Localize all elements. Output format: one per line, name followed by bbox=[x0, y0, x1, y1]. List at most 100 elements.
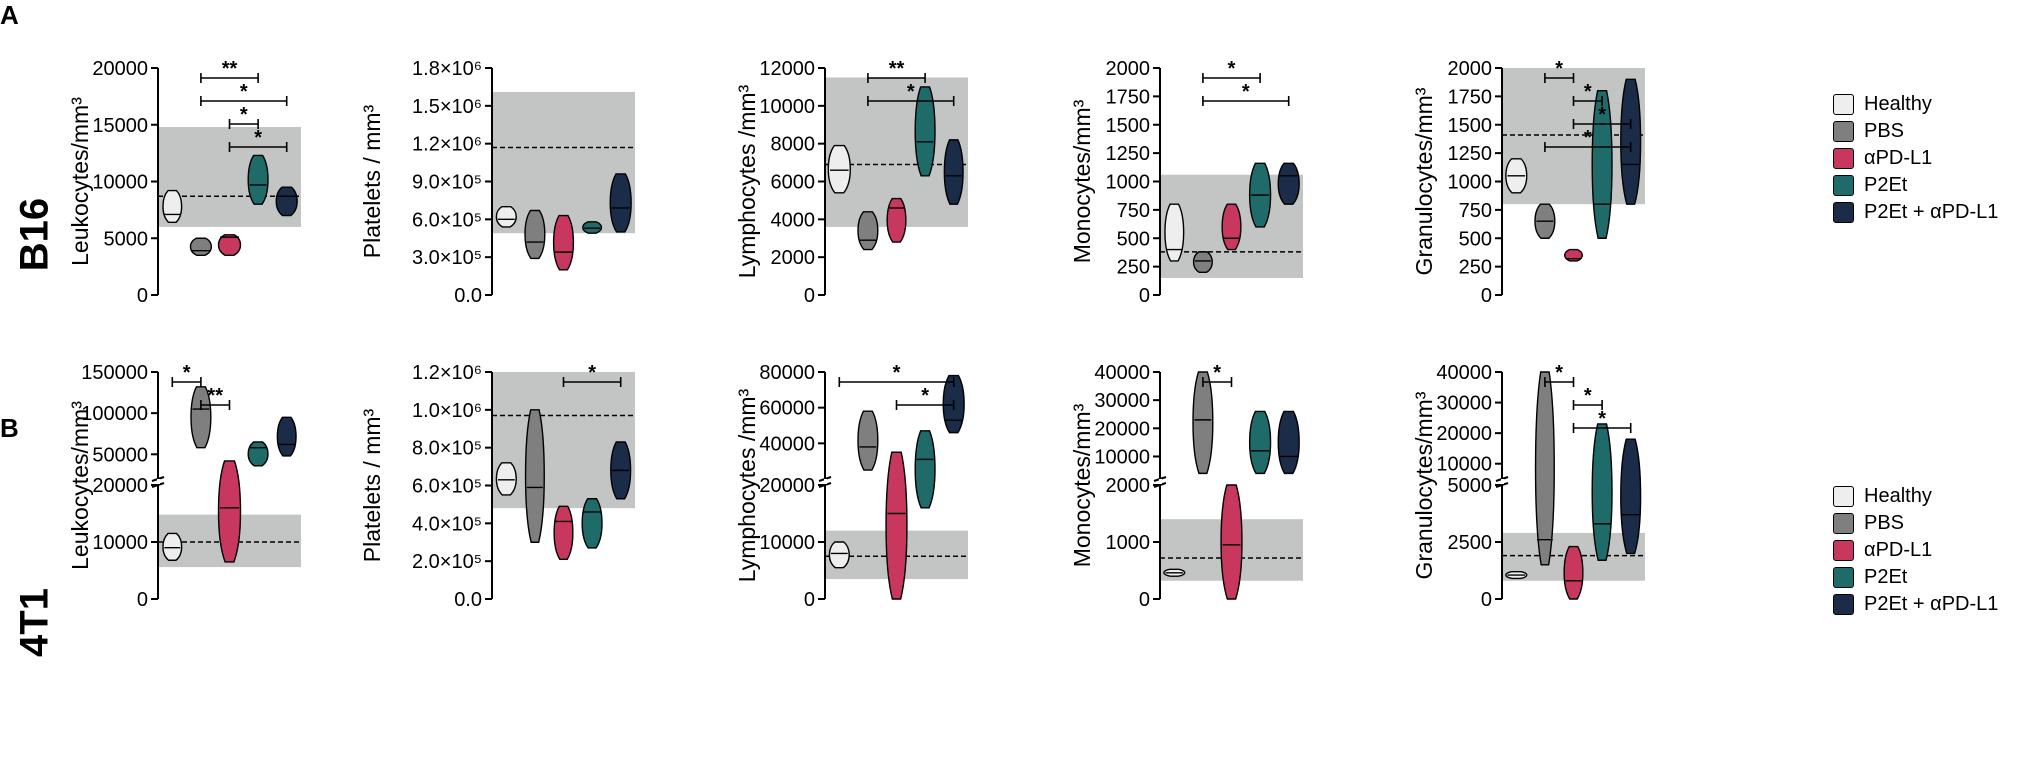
violin-4 bbox=[943, 139, 964, 205]
legend-label: αPD-L1 bbox=[1864, 539, 1933, 561]
y-tick-label: 100000 bbox=[81, 403, 148, 425]
y-tick-label: 1.5×10⁶ bbox=[412, 96, 482, 118]
violin-4 bbox=[1620, 438, 1642, 555]
legend-item-4: P2Et + αPD-L1 bbox=[1833, 591, 1998, 618]
legend-item-0: Healthy bbox=[1833, 483, 1998, 510]
violin-2 bbox=[886, 197, 907, 243]
violin-0 bbox=[827, 144, 852, 194]
y-axis-label: Monocytes/mm³ bbox=[1069, 99, 1095, 263]
legend-swatch bbox=[1833, 567, 1854, 588]
y-tick-label: 750 bbox=[1117, 200, 1150, 222]
y-tick-label: 30000 bbox=[1094, 390, 1150, 412]
violin-1 bbox=[857, 211, 879, 251]
violin-0 bbox=[162, 532, 183, 561]
significance-label: * bbox=[1598, 104, 1606, 126]
violin-3 bbox=[247, 154, 269, 205]
violin-4 bbox=[1277, 162, 1300, 205]
y-axis-label: Granulocytes/mm³ bbox=[1411, 391, 1437, 579]
y-tick-label: 250 bbox=[1459, 257, 1492, 279]
significance-label: * bbox=[240, 81, 248, 103]
significance-label: * bbox=[1584, 127, 1592, 149]
y-tick-label: 500 bbox=[1117, 228, 1150, 250]
y-tick-label: 40000 bbox=[1436, 362, 1492, 384]
y-tick-label: 6.0×10⁵ bbox=[412, 209, 482, 231]
y-tick-label: 9.0×10⁵ bbox=[412, 172, 482, 194]
significance-label: ** bbox=[207, 385, 223, 407]
y-axis-label: Lymphocytes /mm³ bbox=[734, 388, 760, 582]
chart-2: 0 2000 4000 6000 8000 10000 12000 Lymphocytes /… bbox=[734, 58, 968, 307]
legend-item-1: PBS bbox=[1833, 510, 1998, 537]
legend-swatch bbox=[1833, 202, 1854, 223]
legend-swatch bbox=[1833, 540, 1854, 561]
violin-2 bbox=[1221, 203, 1242, 251]
significance-label: * bbox=[254, 127, 262, 149]
y-tick-label: 2000 bbox=[1106, 475, 1151, 497]
legend-label: P2Et bbox=[1864, 174, 1908, 196]
y-tick-label: 4000 bbox=[771, 209, 816, 231]
y-tick-label: 1.8×10⁶ bbox=[412, 58, 482, 80]
violin-2 bbox=[885, 451, 908, 600]
violin-0 bbox=[828, 541, 850, 569]
legend-label: Healthy bbox=[1864, 93, 1932, 115]
violin-1 bbox=[189, 237, 213, 256]
legend-label: αPD-L1 bbox=[1864, 147, 1933, 169]
violin-4 bbox=[609, 173, 632, 233]
y-tick-label: 0 bbox=[1139, 285, 1150, 307]
y-tick-label: 4.0×10⁵ bbox=[412, 513, 482, 535]
y-tick-label: 2000 bbox=[1106, 58, 1151, 80]
legend-swatch bbox=[1833, 594, 1854, 615]
y-tick-label: 0 bbox=[1481, 285, 1492, 307]
y-tick-label: 8.0×10⁵ bbox=[412, 438, 482, 460]
violin-4 bbox=[275, 186, 298, 217]
y-tick-label: 10000 bbox=[759, 532, 815, 554]
chart-3: 0 250 500 750 1000 1250 1500 1750 2000 Monocytes/… bbox=[1069, 58, 1303, 307]
violin-2 bbox=[1563, 545, 1584, 600]
significance-label: * bbox=[1584, 385, 1592, 407]
legend-item-2: αPD-L1 bbox=[1833, 537, 1998, 564]
y-tick-label: 10000 bbox=[92, 172, 148, 194]
y-tick-label: 1750 bbox=[1448, 86, 1493, 108]
y-axis-label: Lymphocytes /mm³ bbox=[734, 84, 760, 278]
y-tick-label: 750 bbox=[1459, 200, 1492, 222]
y-axis-label: Monocytes/mm³ bbox=[1069, 403, 1095, 567]
violin-0 bbox=[495, 462, 517, 496]
axis-break-gap bbox=[1159, 479, 1162, 484]
axis-break-gap bbox=[157, 479, 160, 484]
y-tick-label: 2000 bbox=[771, 247, 816, 269]
y-tick-label: 5000 bbox=[1448, 475, 1493, 497]
chart-8: 0 1000 2000 10000 20000 30000 40000 Monocytes/m… bbox=[1069, 362, 1303, 611]
y-tick-label: 6000 bbox=[771, 172, 816, 194]
y-tick-label: 10000 bbox=[759, 96, 815, 118]
legend-item-1: PBS bbox=[1833, 118, 1998, 145]
y-tick-label: 1500 bbox=[1448, 115, 1493, 137]
significance-label: * bbox=[1555, 58, 1563, 80]
significance-label: * bbox=[1555, 362, 1563, 384]
y-tick-label: 0 bbox=[804, 589, 815, 611]
violin-1 bbox=[857, 410, 879, 471]
y-tick-label: 20000 bbox=[1094, 418, 1150, 440]
violin-4 bbox=[1620, 78, 1642, 205]
violin-1 bbox=[1534, 371, 1555, 566]
y-tick-label: 40000 bbox=[1094, 362, 1150, 384]
y-tick-label: 3.0×10⁵ bbox=[412, 247, 482, 269]
significance-label: * bbox=[588, 362, 596, 384]
y-tick-label: 50000 bbox=[92, 444, 148, 466]
y-tick-label: 5000 bbox=[104, 228, 149, 250]
legend-item-4: P2Et + αPD-L1 bbox=[1833, 199, 1998, 226]
legend-swatch bbox=[1833, 513, 1854, 534]
y-tick-label: 12000 bbox=[759, 58, 815, 80]
y-tick-label: 0 bbox=[137, 285, 148, 307]
y-tick-label: 2500 bbox=[1448, 532, 1493, 554]
violin-3 bbox=[581, 498, 603, 549]
y-tick-label: 10000 bbox=[92, 532, 148, 554]
violin-1 bbox=[190, 386, 212, 449]
y-tick-label: 0 bbox=[1481, 589, 1492, 611]
significance-label: ** bbox=[889, 58, 905, 80]
violin-3 bbox=[914, 430, 936, 509]
significance-label: * bbox=[1228, 58, 1236, 80]
y-tick-label: 2000 bbox=[1448, 58, 1493, 80]
significance-label: * bbox=[1242, 81, 1250, 103]
violin-4 bbox=[276, 416, 297, 457]
violin-4 bbox=[1277, 410, 1300, 475]
